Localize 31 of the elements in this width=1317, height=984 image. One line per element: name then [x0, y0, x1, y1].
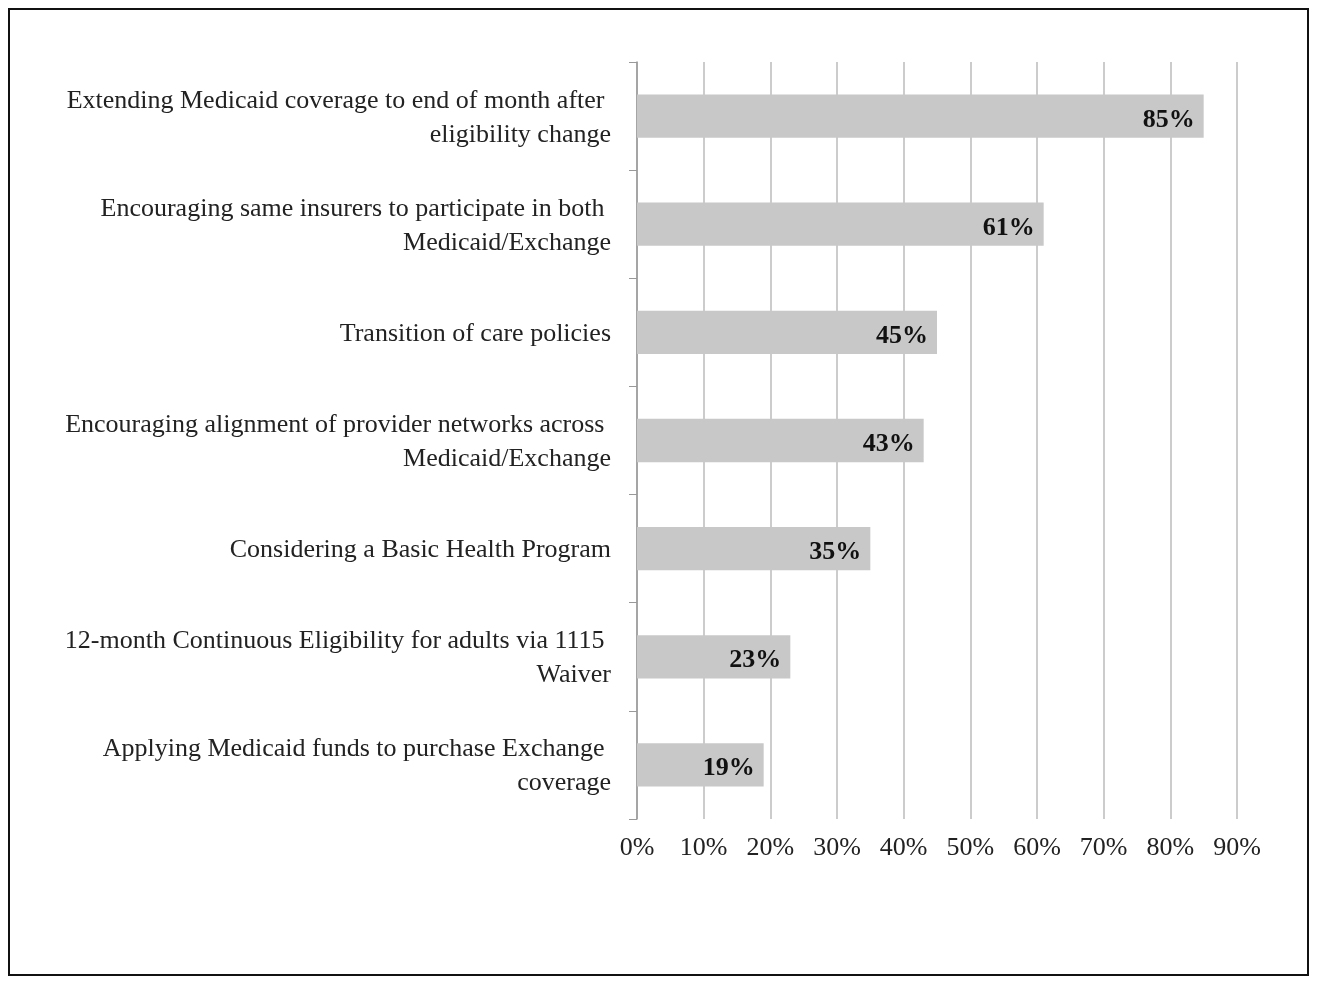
data-label: 19%	[702, 752, 755, 782]
x-tick-label: 80%	[1146, 831, 1195, 861]
x-tick-label: 30%	[813, 831, 861, 861]
data-label: 45%	[876, 319, 928, 349]
y-tick-label: Extending Medicaid coverage to end of month after eligibility change	[66, 84, 611, 148]
bar	[637, 202, 1044, 246]
bar	[637, 94, 1204, 138]
y-tick-label: 12-month Continuous Eligibility for adults via 1115 Waiver	[64, 625, 612, 689]
bar	[637, 418, 924, 463]
data-label: 43%	[862, 428, 915, 457]
x-tick-label: 50%	[946, 831, 995, 861]
x-tick-label: 70%	[1079, 831, 1128, 861]
x-tick-label: 90%	[1213, 831, 1261, 861]
data-label: 35%	[809, 536, 862, 566]
y-tick-label: Considering a Basic Health Program	[229, 534, 611, 564]
x-tick-label: 40%	[879, 831, 928, 861]
x-tick-label: 60%	[1013, 831, 1061, 861]
y-tick-label: Encouraging same insurers to participate in both Medicaid/Exchange	[100, 192, 611, 256]
y-tick-label: Transition of care policies	[339, 317, 611, 347]
y-tick-label: Encouraging alignment of provider networks across Medicaid/Exchange	[65, 409, 611, 472]
bar	[637, 527, 871, 571]
x-tick-label: 0%	[619, 831, 655, 861]
data-label: 61%	[982, 211, 1035, 241]
bar	[637, 743, 764, 787]
x-tick-label: 20%	[746, 831, 795, 861]
bar	[637, 635, 791, 679]
x-tick-label: 10%	[679, 831, 728, 861]
data-label: 23%	[729, 644, 782, 674]
y-tick-label: Applying Medicaid funds to purchase Exchange coverage	[102, 733, 611, 797]
bar	[637, 310, 937, 354]
data-label: 85%	[1142, 103, 1195, 133]
